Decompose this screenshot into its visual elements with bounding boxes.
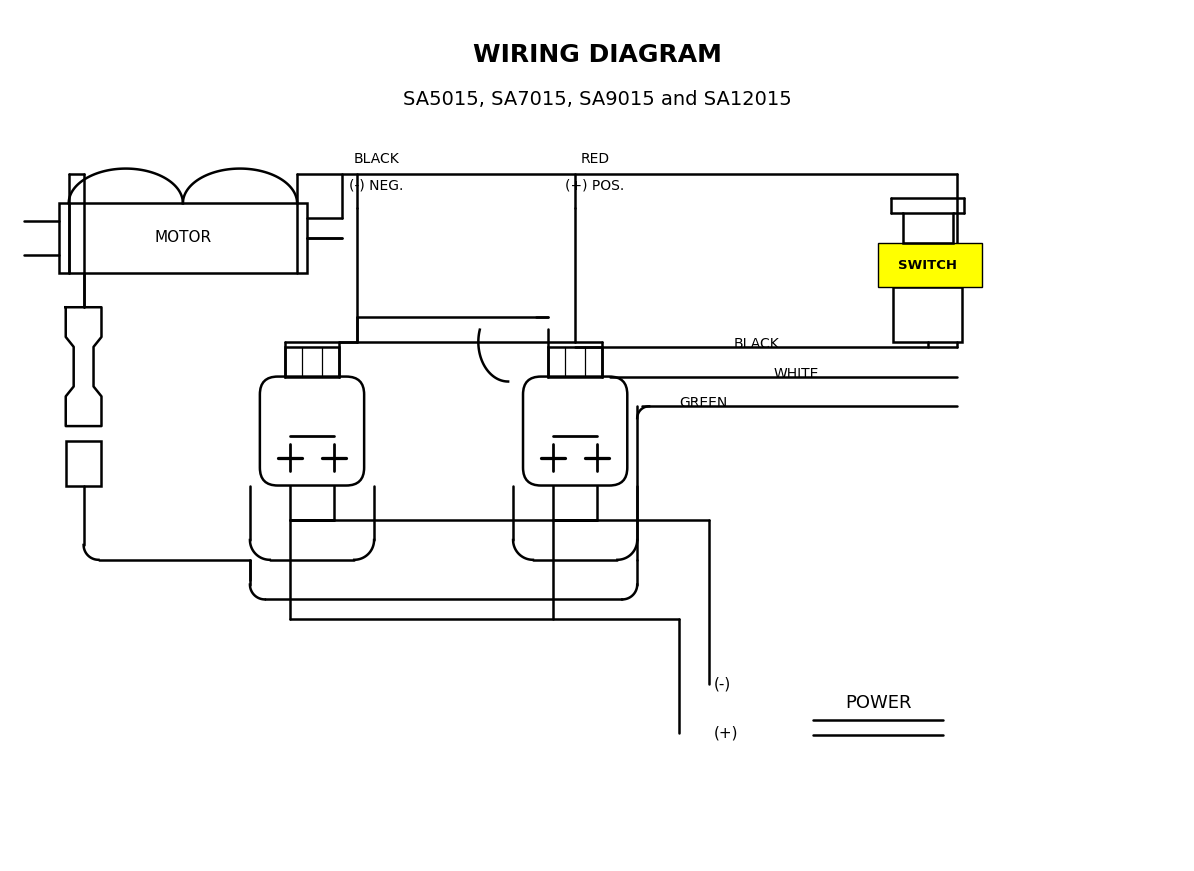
Text: WHITE: WHITE [774,367,819,381]
Text: MOTOR: MOTOR [154,231,211,246]
Bar [903,213,953,243]
Bar [66,441,101,485]
Bar [878,243,983,287]
Text: POWER: POWER [845,694,911,712]
Text: (-): (-) [714,676,732,691]
Text: (-) NEG.: (-) NEG. [350,179,404,192]
Text: BLACK: BLACK [353,152,400,165]
Text: RED: RED [580,152,610,165]
Bar [284,347,339,376]
Text: BLACK: BLACK [734,337,780,351]
Text: (+): (+) [714,726,739,740]
Text: WIRING DIAGRAM: WIRING DIAGRAM [473,43,721,67]
Text: (+) POS.: (+) POS. [566,179,624,192]
Text: SA5015, SA7015, SA9015 and SA12015: SA5015, SA7015, SA9015 and SA12015 [402,90,792,109]
Bar [893,287,962,342]
Text: GREEN: GREEN [679,396,727,410]
Text: SWITCH: SWITCH [898,260,958,272]
Bar [548,347,603,376]
Bar [59,203,307,273]
